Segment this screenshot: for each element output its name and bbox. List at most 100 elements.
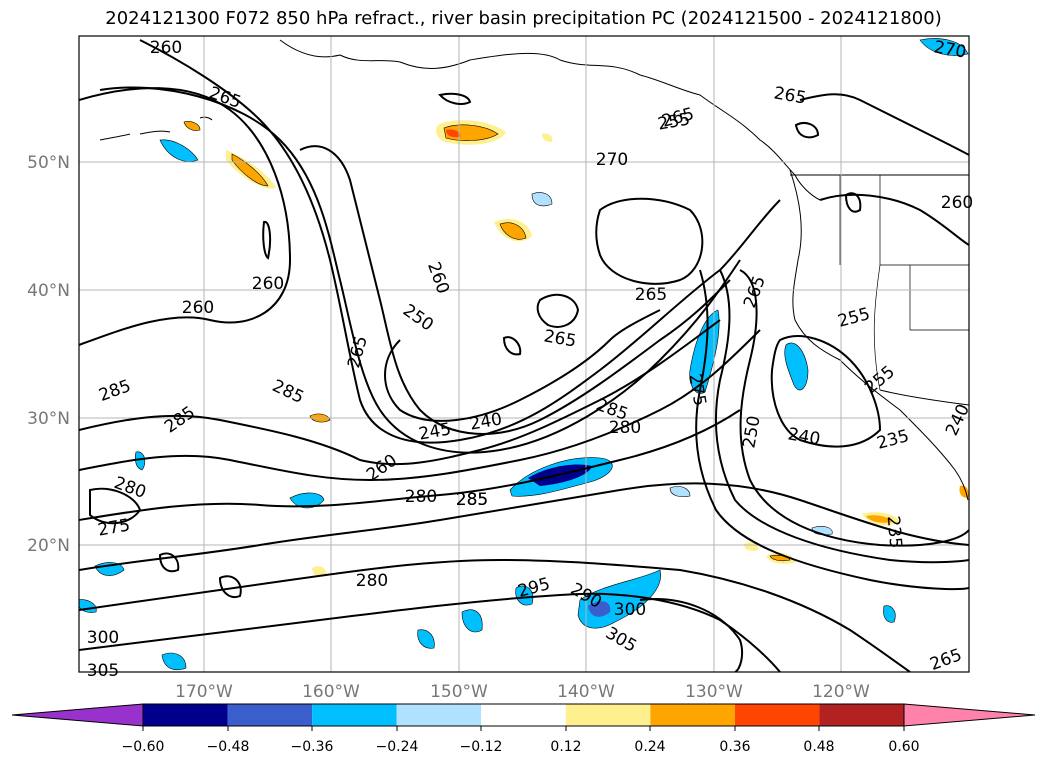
- shade-pos-9: [866, 515, 892, 523]
- plot-frame: [78, 35, 970, 673]
- longitude-label: 170°W: [175, 682, 233, 702]
- shade-neg-1: [689, 309, 720, 394]
- colorbar-tick-label: −0.36: [291, 739, 334, 755]
- contour-line: [79, 482, 969, 571]
- shade-neg-7: [159, 139, 199, 162]
- colorbar-frame: [142, 703, 905, 727]
- coastline-alaska: [279, 39, 821, 201]
- shade-neg-18: [883, 605, 896, 623]
- contour-line: [536, 293, 580, 328]
- shade-neg-14: [919, 38, 969, 56]
- contour-line: [218, 575, 242, 598]
- contour-label: 280: [609, 418, 641, 438]
- shade-pos-16: [312, 566, 327, 577]
- colorbar-segment: [565, 704, 651, 726]
- longitude-label: 140°W: [557, 682, 615, 702]
- shade-neg-6: [588, 601, 611, 617]
- contour-line: [695, 269, 969, 591]
- colorbar-tick-label: 0.36: [719, 739, 750, 755]
- contour-label: 280: [356, 571, 388, 591]
- contour-line: [770, 335, 882, 448]
- latitude-label: 50°N: [27, 153, 70, 173]
- latitude-label: 30°N: [27, 409, 70, 429]
- contour-line: [844, 192, 862, 213]
- contour-label: 260: [182, 298, 214, 318]
- contour-line: [595, 197, 704, 285]
- contour-line: [384, 309, 661, 422]
- aleutian-islands: [99, 116, 213, 141]
- shade-neg-12: [461, 609, 483, 633]
- colorbar-segment: [481, 704, 566, 726]
- border-us-mexico: [879, 389, 969, 406]
- contour-line: [639, 598, 744, 672]
- shade-pos-17: [959, 485, 969, 498]
- map-title: 2024121300 F072 850 hPa refract., river …: [105, 8, 942, 29]
- shade-pos-14: [542, 133, 553, 142]
- shade-neg-11: [417, 629, 435, 649]
- longitude-label: 120°W: [812, 682, 870, 702]
- shade-neg-10: [161, 652, 187, 671]
- shade-neg-15: [531, 192, 553, 207]
- shade-pos-13: [183, 121, 201, 131]
- plot-area: [79, 36, 969, 672]
- colorbar-tick-label: −0.12: [460, 739, 503, 755]
- colorbar-segment: [396, 704, 482, 726]
- colorbar-segment: [11, 703, 144, 727]
- contour-line: [299, 145, 731, 435]
- contour-label: 260: [150, 38, 182, 58]
- colorbar-tick-label: 0.12: [550, 739, 581, 755]
- contour-label: 280: [405, 487, 437, 507]
- refractivity-contours: [79, 39, 969, 672]
- colorbar-segment: [312, 704, 397, 726]
- longitude-labels: 170°W 160°W 150°W 140°W 130°W 120°W: [175, 682, 870, 702]
- colorbar-segment: [650, 704, 735, 726]
- contour-label: 285: [456, 490, 488, 510]
- longitude-label: 160°W: [302, 682, 360, 702]
- longitude-label: 150°W: [430, 682, 488, 702]
- contour-line: [502, 336, 522, 356]
- negative-precip-shading: [79, 38, 969, 671]
- contour-label: 235: [883, 515, 906, 549]
- contour-label: 265: [635, 285, 667, 305]
- state-lines: [839, 175, 969, 391]
- contour-line: [79, 329, 761, 482]
- contour-line: [79, 87, 292, 346]
- contour-line: [79, 558, 911, 672]
- shade-pos-3: [446, 129, 461, 138]
- contour-line: [794, 122, 820, 139]
- colorbar: −0.60 −0.48 −0.36 −0.24 −0.12 0.12 0.24 0.36 0.4…: [11, 703, 1036, 755]
- contour-line: [262, 221, 272, 260]
- contour-line: [819, 193, 969, 246]
- colorbar-segment: [143, 704, 228, 726]
- contour-label: 260: [941, 193, 973, 213]
- contour-label: 300: [87, 628, 119, 648]
- colorbar-tick-label: −0.60: [122, 739, 165, 755]
- contour-line: [99, 86, 741, 454]
- contour-label: 300: [614, 600, 646, 620]
- longitude-label: 130°W: [685, 682, 743, 702]
- contour-label: 285: [456, 490, 488, 510]
- latitude-labels: 50°N 40°N 30°N 20°N: [27, 153, 70, 556]
- contour-line: [139, 39, 781, 444]
- colorbar-segment: [734, 704, 820, 726]
- coastlines: [99, 39, 969, 501]
- colorbar-tick-label: −0.24: [376, 739, 419, 755]
- shade-neg-20: [134, 451, 146, 471]
- contour-line: [89, 487, 142, 525]
- colorbar-tick-label: −0.48: [207, 739, 250, 755]
- coastline-canada: [789, 169, 969, 501]
- gridlines: [79, 36, 969, 672]
- contour-line: [714, 269, 969, 564]
- contour-label: 305: [87, 661, 119, 681]
- latitude-label: 20°N: [27, 536, 70, 556]
- contour-line: [438, 92, 472, 105]
- shade-pos-5: [499, 222, 527, 240]
- latitude-label: 40°N: [27, 281, 70, 301]
- colorbar-tick-label: 0.60: [888, 739, 919, 755]
- contour-line: [158, 552, 180, 573]
- colorbar-segment: [227, 704, 313, 726]
- colorbar-segment: [903, 703, 1036, 727]
- contour-line: [739, 269, 969, 547]
- contour-line: [799, 93, 969, 156]
